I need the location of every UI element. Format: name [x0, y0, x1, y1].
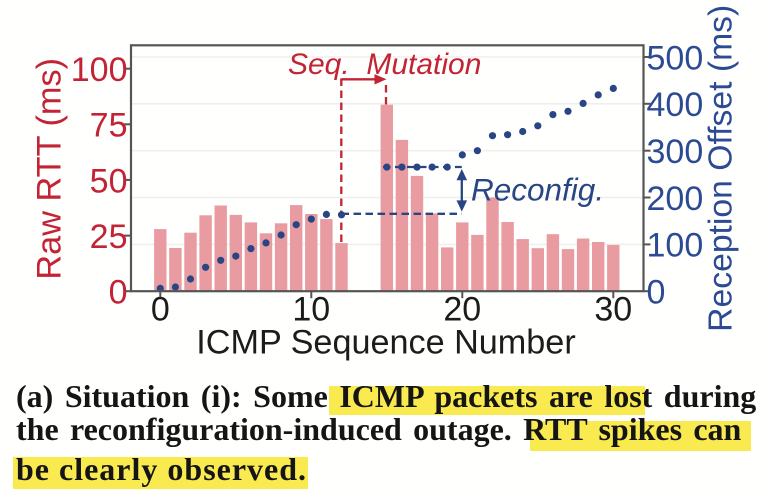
svg-text:Raw RTT (ms): Raw RTT (ms) [30, 58, 68, 280]
svg-text:300: 300 [647, 133, 704, 171]
svg-text:10: 10 [292, 291, 330, 329]
svg-text:50: 50 [90, 162, 128, 200]
svg-text:100: 100 [647, 227, 704, 265]
svg-text:25: 25 [90, 218, 128, 256]
svg-text:Seq. Mutation: Seq. Mutation [288, 48, 481, 81]
svg-text:75: 75 [90, 107, 128, 145]
svg-text:30: 30 [594, 291, 632, 329]
svg-text:0: 0 [109, 274, 128, 312]
svg-text:Reconfig.: Reconfig. [471, 172, 604, 208]
svg-text:0: 0 [151, 291, 170, 329]
svg-text:500: 500 [647, 39, 704, 77]
svg-text:20: 20 [443, 291, 481, 329]
svg-text:100: 100 [71, 51, 128, 89]
svg-text:ICMP Sequence Number: ICMP Sequence Number [196, 324, 575, 362]
svg-text:0: 0 [647, 274, 666, 312]
svg-text:200: 200 [647, 180, 704, 218]
svg-text:400: 400 [647, 86, 704, 124]
svg-text:Reception Offset (ms): Reception Offset (ms) [702, 5, 740, 332]
